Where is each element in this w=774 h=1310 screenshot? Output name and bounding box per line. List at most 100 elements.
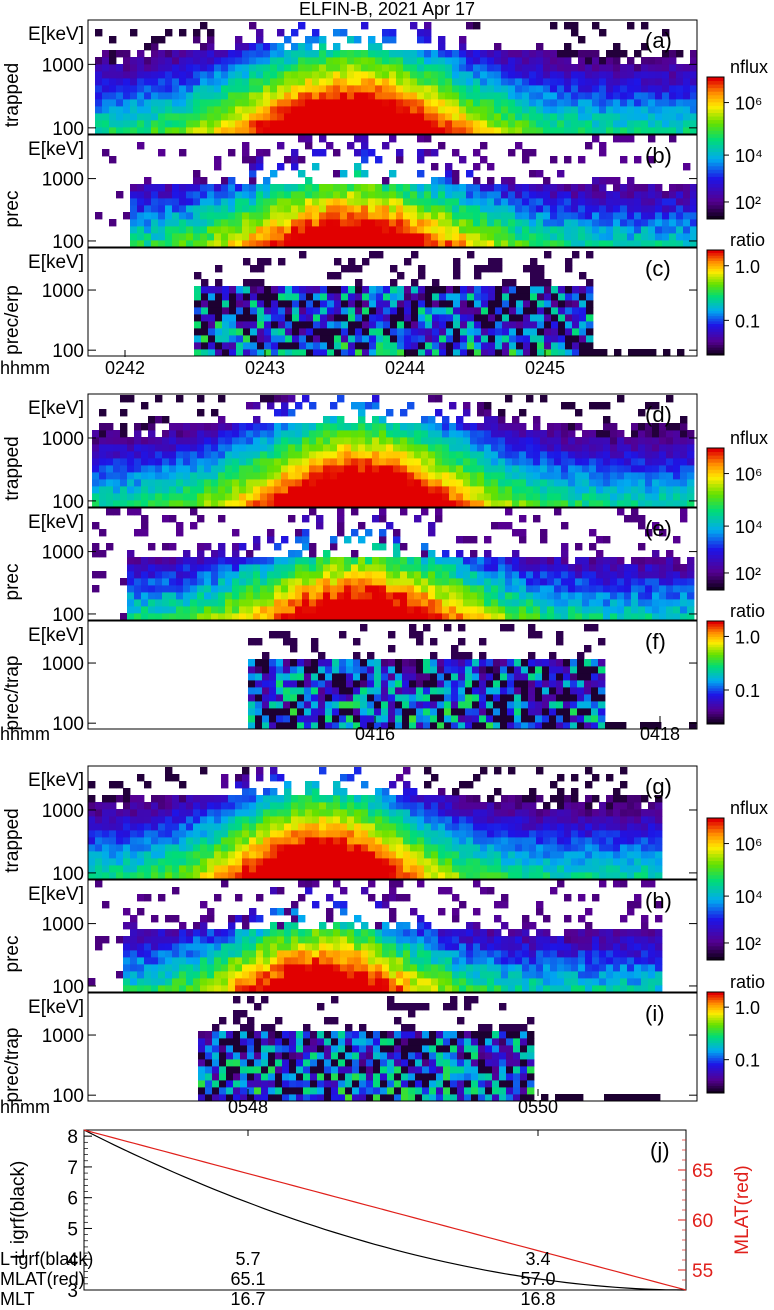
spectrogram-cell xyxy=(451,652,459,660)
spectrogram-cell xyxy=(529,191,537,199)
spectrogram-cell xyxy=(571,29,579,37)
spectrogram-cell xyxy=(393,458,401,466)
spectrogram-cell xyxy=(102,120,110,128)
spectrogram-cell xyxy=(264,307,272,315)
spectrogram-cell xyxy=(228,85,236,93)
spectrogram-cell xyxy=(428,479,436,487)
spectrogram-cell xyxy=(141,402,149,410)
spectrogram-cell xyxy=(564,198,572,206)
spectrogram-cell xyxy=(277,226,285,234)
spectrogram-cell xyxy=(568,486,576,494)
spectrogram-cell xyxy=(172,191,180,199)
spectrogram-cell xyxy=(99,444,107,452)
spectrogram-cell xyxy=(610,500,618,508)
spectrogram-cell xyxy=(585,50,593,58)
spectrogram-cell xyxy=(263,57,271,65)
spectrogram-cell xyxy=(498,472,506,480)
spectrogram-cell xyxy=(463,409,471,417)
spectrogram-cell xyxy=(291,113,299,121)
spectrogram-cell xyxy=(452,212,460,220)
spectrogram-cell xyxy=(540,472,548,480)
spectrogram-cell xyxy=(388,631,396,639)
spectrogram-cell xyxy=(561,578,569,586)
spectrogram-cell xyxy=(249,212,257,220)
spectrogram-cell xyxy=(253,458,261,466)
spectrogram-cell xyxy=(396,205,404,213)
spectrogram-cell xyxy=(284,240,292,248)
spectrogram-cell xyxy=(458,673,466,681)
spectrogram-cell xyxy=(162,585,170,593)
spectrogram-cell xyxy=(249,57,257,65)
spectrogram-cell xyxy=(340,233,348,241)
spectrogram-cell xyxy=(326,142,334,150)
spectrogram-cell xyxy=(673,606,681,614)
spectrogram-cell xyxy=(291,149,299,157)
spectrogram-cell xyxy=(397,300,405,308)
spectrogram-cell xyxy=(572,349,580,357)
spectrogram-cell xyxy=(613,64,621,72)
spectrogram-cell xyxy=(372,437,380,445)
spectrogram-cell xyxy=(295,423,303,431)
spectrogram-cell xyxy=(144,113,152,121)
spectrogram-cell xyxy=(302,571,310,579)
spectrogram-cell xyxy=(530,314,538,322)
spectrogram-cell xyxy=(246,486,254,494)
spectrogram-cell xyxy=(537,272,545,280)
spectrogram-cell xyxy=(677,349,685,357)
spectrogram-cell xyxy=(347,240,355,248)
spectrogram-cell xyxy=(582,493,590,501)
spectrogram-cell xyxy=(495,300,503,308)
spectrogram-cell xyxy=(617,472,625,480)
spectrogram-cell xyxy=(428,613,436,621)
spectrogram-cell xyxy=(676,240,684,248)
spectrogram-cell xyxy=(603,493,611,501)
spectrogram-cell xyxy=(659,479,667,487)
spectrogram-cell xyxy=(512,423,520,431)
spectrogram-cell xyxy=(393,585,401,593)
spectrogram-cell xyxy=(666,557,674,565)
spectrogram-cell xyxy=(424,205,432,213)
spectrogram-cell xyxy=(402,687,410,695)
spectrogram-cell xyxy=(130,226,138,234)
spectrogram-cell xyxy=(186,226,194,234)
spectrogram-cell xyxy=(320,307,328,315)
spectrogram-cell xyxy=(484,500,492,508)
spectrogram-cell xyxy=(260,479,268,487)
spectrogram-cell xyxy=(134,564,142,572)
spectrogram-cell xyxy=(257,342,265,350)
spectrogram-cell xyxy=(522,149,530,157)
spectrogram-cell xyxy=(416,673,424,681)
spectrogram-cell xyxy=(262,652,270,660)
spectrogram-cell xyxy=(179,106,187,114)
spectrogram-cell xyxy=(207,92,215,100)
spectrogram-cell xyxy=(176,578,184,586)
spectrogram-cell xyxy=(444,701,452,709)
spectrogram-cell xyxy=(519,592,527,600)
spectrogram-cell xyxy=(372,479,380,487)
spectrogram-cell xyxy=(372,451,380,459)
spectrogram-cell xyxy=(221,205,229,213)
spectrogram-cell xyxy=(211,423,219,431)
spectrogram-cell xyxy=(263,78,271,86)
spectrogram-cell xyxy=(505,437,513,445)
spectrogram-cell xyxy=(311,701,319,709)
spectrogram-cell xyxy=(431,184,439,192)
panel-frame xyxy=(87,19,698,135)
spectrogram-cell xyxy=(207,113,215,121)
spectrogram-cell xyxy=(634,205,642,213)
energy-axis-label: E[keV] xyxy=(28,24,84,45)
spectrogram-cell xyxy=(319,50,327,58)
spectrogram-cell xyxy=(652,437,660,445)
spectrogram-cell xyxy=(572,321,580,329)
spectrogram-cell xyxy=(375,198,383,206)
spectrogram-cell xyxy=(337,606,345,614)
spectrogram-cell xyxy=(208,321,216,329)
spectrogram-cell xyxy=(130,29,138,37)
spectrogram-cell xyxy=(292,342,300,350)
spectrogram-cell xyxy=(645,557,653,565)
spectrogram-cell xyxy=(221,106,229,114)
energy-tick-label: 1000 xyxy=(42,429,84,450)
spectrogram-cell xyxy=(536,50,544,58)
spectrogram-cell xyxy=(571,64,579,72)
spectrogram-cell xyxy=(235,191,243,199)
